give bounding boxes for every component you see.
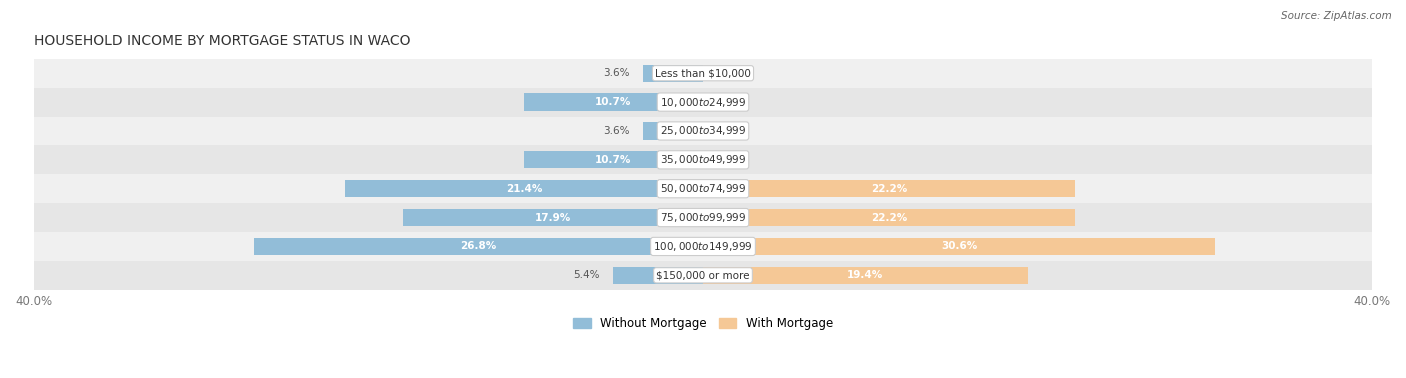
- Bar: [34, 146, 1372, 174]
- Text: 3.6%: 3.6%: [603, 126, 630, 136]
- Bar: [703, 238, 1215, 255]
- Text: 5.4%: 5.4%: [572, 270, 599, 280]
- Bar: [703, 180, 1074, 197]
- Text: $50,000 to $74,999: $50,000 to $74,999: [659, 182, 747, 195]
- Text: Source: ZipAtlas.com: Source: ZipAtlas.com: [1281, 11, 1392, 21]
- Bar: [643, 65, 703, 82]
- Text: $150,000 or more: $150,000 or more: [657, 270, 749, 280]
- Text: Less than $10,000: Less than $10,000: [655, 68, 751, 78]
- Bar: [524, 151, 703, 169]
- Bar: [34, 59, 1372, 88]
- Bar: [703, 209, 1074, 226]
- Text: 0.0%: 0.0%: [717, 155, 742, 165]
- Bar: [404, 209, 703, 226]
- Text: 0.0%: 0.0%: [717, 126, 742, 136]
- Text: HOUSEHOLD INCOME BY MORTGAGE STATUS IN WACO: HOUSEHOLD INCOME BY MORTGAGE STATUS IN W…: [34, 34, 411, 48]
- Text: 0.0%: 0.0%: [717, 97, 742, 107]
- Text: 10.7%: 10.7%: [595, 97, 631, 107]
- Text: 30.6%: 30.6%: [941, 242, 977, 251]
- Text: $10,000 to $24,999: $10,000 to $24,999: [659, 96, 747, 108]
- Bar: [524, 93, 703, 111]
- Text: 3.6%: 3.6%: [603, 68, 630, 78]
- Text: 26.8%: 26.8%: [461, 242, 496, 251]
- Text: 10.7%: 10.7%: [595, 155, 631, 165]
- Bar: [34, 203, 1372, 232]
- Bar: [643, 122, 703, 139]
- Bar: [344, 180, 703, 197]
- Text: 17.9%: 17.9%: [536, 212, 571, 223]
- Bar: [34, 88, 1372, 116]
- Text: 19.4%: 19.4%: [848, 270, 883, 280]
- Bar: [34, 174, 1372, 203]
- Text: 22.2%: 22.2%: [870, 212, 907, 223]
- Text: 21.4%: 21.4%: [506, 184, 543, 194]
- Bar: [34, 232, 1372, 261]
- Bar: [34, 116, 1372, 146]
- Text: $75,000 to $99,999: $75,000 to $99,999: [659, 211, 747, 224]
- Bar: [254, 238, 703, 255]
- Text: 0.0%: 0.0%: [717, 68, 742, 78]
- Text: $100,000 to $149,999: $100,000 to $149,999: [654, 240, 752, 253]
- Bar: [703, 266, 1028, 284]
- Bar: [34, 261, 1372, 290]
- Legend: Without Mortgage, With Mortgage: Without Mortgage, With Mortgage: [568, 312, 838, 335]
- Text: 22.2%: 22.2%: [870, 184, 907, 194]
- Text: $35,000 to $49,999: $35,000 to $49,999: [659, 153, 747, 166]
- Text: $25,000 to $34,999: $25,000 to $34,999: [659, 124, 747, 138]
- Bar: [613, 266, 703, 284]
